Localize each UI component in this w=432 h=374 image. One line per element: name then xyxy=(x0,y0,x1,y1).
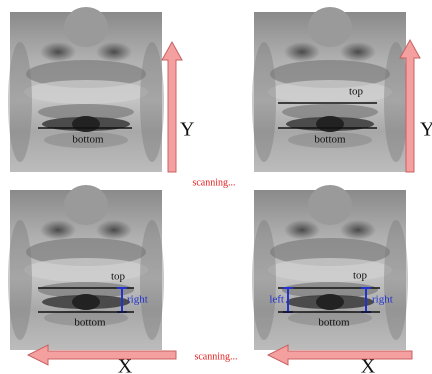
right-label: right xyxy=(372,294,393,306)
axis-label: X xyxy=(118,356,133,374)
diagram: bottom Y top bottom Y scanning... top ri… xyxy=(0,0,432,374)
panel: bottom Y xyxy=(8,7,194,172)
top-label: top xyxy=(349,86,364,98)
panel: top left right bottom X xyxy=(252,185,412,374)
left-label: left xyxy=(269,294,284,306)
right-label: right xyxy=(127,294,148,306)
face-image xyxy=(252,7,408,172)
top-label: top xyxy=(353,270,368,282)
bottom-label: bottom xyxy=(314,134,346,146)
arrow-up xyxy=(162,42,182,172)
panel: top bottom Y xyxy=(252,7,432,172)
scanning-label: scanning... xyxy=(192,177,235,188)
face-image xyxy=(8,7,164,172)
scanning-label: scanning... xyxy=(194,351,237,362)
axis-label: X xyxy=(361,356,376,374)
bottom-label: bottom xyxy=(318,317,350,329)
bottom-label: bottom xyxy=(72,134,104,146)
axis-label: Y xyxy=(180,119,194,141)
bottom-label: bottom xyxy=(74,317,106,329)
top-label: top xyxy=(111,271,126,283)
panel: top right bottom X xyxy=(8,185,176,374)
axis-label: Y xyxy=(420,119,432,141)
